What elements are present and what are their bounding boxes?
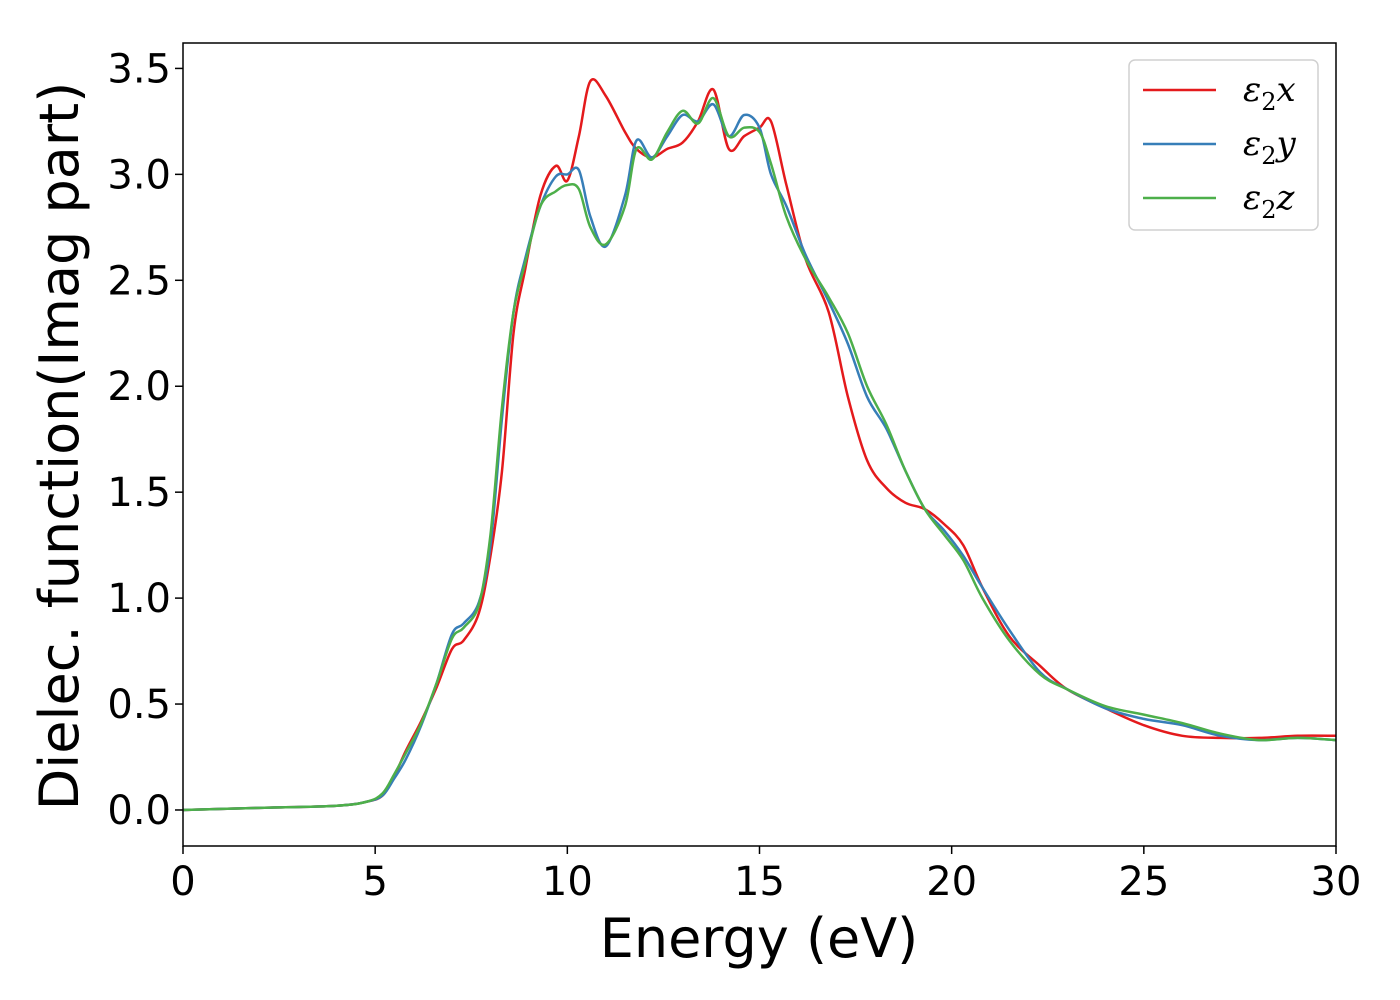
y-tick-label: 0.5 [107, 682, 171, 728]
x-tick-label: 25 [1118, 859, 1169, 905]
y-axis: 0.0 0.5 1.0 1.5 2.0 2.5 3.0 3.5 [107, 46, 183, 834]
legend: ε2x ε2y ε2z [1128, 59, 1319, 231]
x-tick-label: 30 [1311, 859, 1362, 905]
x-tick-label: 15 [734, 859, 785, 905]
legend-label: ε2x [1243, 70, 1296, 116]
x-tick-label: 20 [926, 859, 977, 905]
legend-box [1128, 59, 1319, 231]
y-tick-label: 1.0 [107, 576, 171, 622]
legend-entries: ε2x ε2y ε2z [1143, 70, 1297, 224]
x-axis-title: Energy (eV) [600, 907, 919, 970]
x-tick-label: 0 [170, 859, 195, 905]
series-line-x [182, 78, 1337, 812]
series-layer [182, 78, 1337, 812]
series-line-y [182, 103, 1337, 812]
x-axis: 0 5 10 15 20 25 30 [170, 846, 1361, 905]
y-tick-label: 2.0 [107, 364, 171, 410]
y-tick-label: 3.5 [107, 46, 171, 92]
series-line-z [182, 96, 1337, 812]
y-tick-label: 2.5 [107, 258, 171, 304]
legend-label: ε2y [1243, 124, 1297, 170]
y-tick-label: 0.0 [107, 788, 171, 834]
x-tick-label: 5 [362, 859, 387, 905]
y-tick-label: 3.0 [107, 152, 171, 198]
y-tick-label: 1.5 [107, 470, 171, 516]
y-axis-title: Dielec. function(Imag part) [28, 82, 91, 811]
legend-label: ε2z [1243, 178, 1296, 224]
x-tick-label: 10 [542, 859, 593, 905]
